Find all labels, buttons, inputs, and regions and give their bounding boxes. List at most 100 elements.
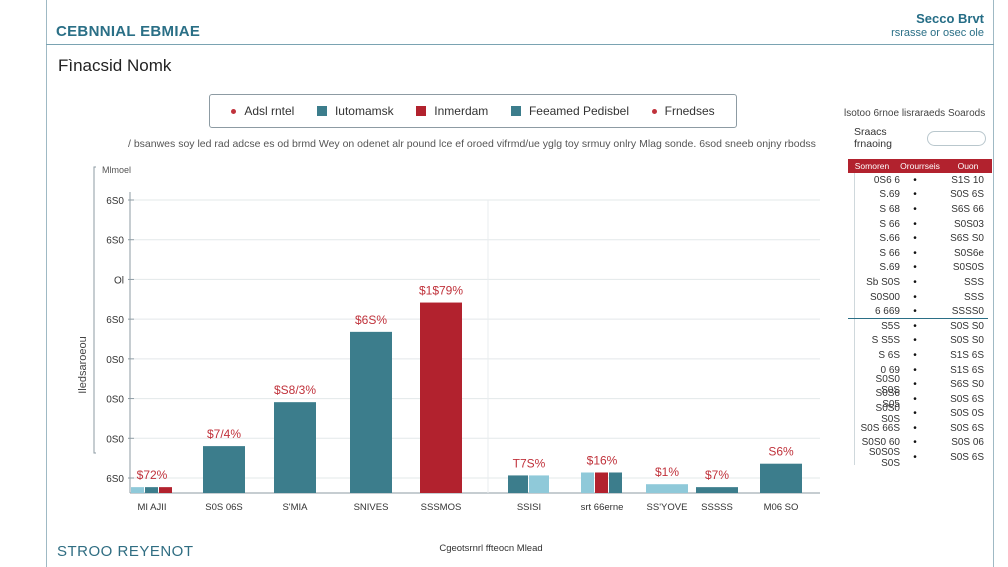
panel-table-header: Somoren Orourrseis Ouon bbox=[848, 159, 992, 173]
panel-row-marker: • bbox=[913, 291, 917, 303]
bar-segment bbox=[595, 472, 608, 493]
panel-row-right: S0S 6S bbox=[950, 452, 984, 464]
panel-row-right: S6S S0 bbox=[950, 379, 984, 391]
panel-row-marker: • bbox=[913, 437, 917, 449]
panel-row-marker: • bbox=[913, 320, 917, 332]
panel-row-left: 6 669 bbox=[874, 306, 900, 318]
x-tick-label: S0S 06S bbox=[205, 502, 243, 513]
chart-legend: Adsl rntel Iutomamsk Inmerdam Feeamed Pedis… bbox=[209, 94, 737, 128]
x-tick-label: srt 66erne bbox=[581, 502, 624, 513]
panel-row-right: S0S 6S bbox=[950, 189, 984, 201]
panel-row-left: S 6S bbox=[878, 349, 900, 361]
panel-row-right: S0S6e bbox=[953, 247, 984, 259]
panel-row[interactable]: S0S00 • SSS bbox=[854, 289, 992, 305]
header-right-line1[interactable]: Secco Brvt bbox=[916, 11, 984, 26]
legend-swatch bbox=[651, 108, 657, 114]
header-right-line2: rsrasse or osec ole bbox=[891, 27, 984, 39]
panel-row-right: S6S 66 bbox=[951, 203, 984, 215]
panel-row[interactable]: S5S • S0S S0 bbox=[854, 318, 992, 334]
panel-row-marker: • bbox=[913, 379, 917, 391]
panel-row-right: SSS bbox=[963, 291, 984, 303]
y-tick-label: 6S0 bbox=[106, 474, 124, 485]
panel-row-marker: • bbox=[913, 174, 917, 186]
panel-row[interactable]: S 68 • S6S 66 bbox=[854, 202, 992, 217]
panel-row-left: S0S0S S0S bbox=[868, 446, 900, 469]
panel-row[interactable]: S S5S • S0S S0 bbox=[854, 333, 992, 349]
panel-row-right: S1S 6S bbox=[950, 349, 984, 361]
panel-row-marker: • bbox=[913, 349, 917, 361]
panel-row[interactable]: S0S 66S • S0S 6S bbox=[854, 421, 992, 436]
bar-segment bbox=[529, 475, 549, 493]
panel-row[interactable]: S.69 • S0S 6S bbox=[854, 187, 992, 203]
bar-value-label: $16% bbox=[587, 453, 618, 467]
y-axis-title: Iledsaroeou bbox=[77, 336, 89, 394]
bar-value-label: $7/4% bbox=[207, 427, 241, 441]
panel-row-marker: • bbox=[913, 306, 917, 318]
x-axis-title: Cgeotsrnrl ffteocn Mlead bbox=[439, 543, 542, 554]
panel-row[interactable]: S.66 • S6S S0 bbox=[854, 231, 992, 246]
panel-row[interactable]: 0S6 6 • S1S 10 bbox=[854, 173, 992, 188]
panel-row[interactable]: S0S0 S0S • S6S S0 bbox=[854, 374, 992, 396]
bar-chart: 6S0 6S0 Ol 6S0 0S0 0S0 0S0 6S0 Mlmoel Iledsaroeou… bbox=[77, 165, 820, 554]
legend-swatch bbox=[416, 106, 427, 116]
panel-row-left: S 66 bbox=[879, 218, 900, 230]
bar bbox=[646, 484, 688, 493]
panel-row-marker: • bbox=[913, 189, 917, 201]
bar-segment bbox=[131, 487, 144, 493]
panel-row[interactable]: S0S0 S0S • S0S 0S bbox=[854, 403, 992, 425]
y-tick-label: 6S0 bbox=[106, 315, 124, 326]
panel-col-2: Orourrseis bbox=[900, 161, 940, 171]
legend-label: Inmerdam bbox=[434, 104, 489, 118]
panel-row[interactable]: S 6S • S1S 6S bbox=[854, 348, 992, 363]
panel-row-marker: • bbox=[913, 335, 917, 347]
panel-row[interactable]: S 66 • S0S6e bbox=[854, 245, 992, 261]
panel-row[interactable]: S0S6 S05 • S0S 6S bbox=[854, 388, 992, 410]
panel-row-left: S0S 66S bbox=[860, 422, 900, 434]
panel-row-right: S0S S0 bbox=[950, 320, 984, 332]
panel-sub-label: Sraacs frnaoing bbox=[854, 126, 892, 150]
panel-row-right: S0S 0S bbox=[950, 408, 984, 420]
panel-row-right: S1S 10 bbox=[951, 174, 984, 186]
panel-row-left: 0 69 bbox=[880, 364, 900, 376]
bar-segment bbox=[508, 475, 528, 493]
legend-item[interactable]: Adsl rntel bbox=[231, 104, 294, 118]
bar-value-label: $1% bbox=[655, 465, 679, 479]
y-axis-top-label: Mlmoel bbox=[102, 165, 131, 175]
x-tick-label: SNIVES bbox=[354, 502, 389, 513]
panel-row-left: S.69 bbox=[879, 262, 900, 274]
panel-row-marker: • bbox=[913, 452, 917, 464]
bar-segment bbox=[609, 472, 622, 493]
x-tick-label: M06 SO bbox=[764, 502, 799, 513]
panel-row-marker: • bbox=[913, 393, 917, 405]
panel-row-left: S 68 bbox=[879, 203, 900, 215]
x-tick-label: SSISI bbox=[517, 502, 541, 513]
legend-swatch bbox=[316, 106, 327, 116]
frame-right-border bbox=[993, 0, 994, 567]
legend-label: Feeamed Pedisbel bbox=[528, 104, 629, 118]
y-tick-label: 0S0 bbox=[106, 355, 124, 366]
panel-highlight-rule bbox=[848, 318, 988, 319]
panel-row[interactable]: S0S0S S0S • S0S 6S bbox=[854, 447, 992, 469]
panel-row[interactable]: S.69 • S0S0S bbox=[854, 260, 992, 276]
bar-segment bbox=[581, 472, 594, 493]
legend-item[interactable]: Iutomamsk bbox=[316, 104, 394, 118]
panel-rows: 0S6 6 • S1S 10 S.69 • S0S 6S S 68 • S6S 66 S 66 • S… bbox=[844, 173, 992, 469]
panel-row[interactable]: 6 669 • SSSS0 bbox=[854, 304, 992, 319]
panel-row[interactable]: 0 69 • S1S 6S bbox=[854, 362, 992, 378]
legend-item[interactable]: Inmerdam bbox=[416, 104, 488, 118]
panel-row[interactable]: Sb S0S • SSS bbox=[854, 275, 992, 290]
panel-row[interactable]: S0S0 60 • S0S 06 bbox=[854, 435, 992, 451]
bar-value-label: $1$79% bbox=[419, 284, 463, 298]
brand-title: CEBNNIAL EBMIAE bbox=[56, 23, 201, 40]
legend-item[interactable]: Frnedses bbox=[651, 104, 715, 118]
panel-toggle[interactable] bbox=[926, 130, 986, 146]
bar-value-label: $6S% bbox=[355, 313, 387, 327]
legend-item[interactable]: Feeamed Pedisbel bbox=[510, 104, 629, 118]
bar-value-label: $7% bbox=[705, 468, 729, 482]
panel-row-marker: • bbox=[913, 364, 917, 376]
bar-value-label: $72% bbox=[137, 468, 168, 482]
panel-row[interactable]: S 66 • S0S03 bbox=[854, 216, 992, 232]
panel-row-left: S0S0 60 bbox=[861, 437, 900, 449]
legend-label: Adsl rntel bbox=[244, 104, 295, 118]
bar bbox=[696, 487, 738, 493]
